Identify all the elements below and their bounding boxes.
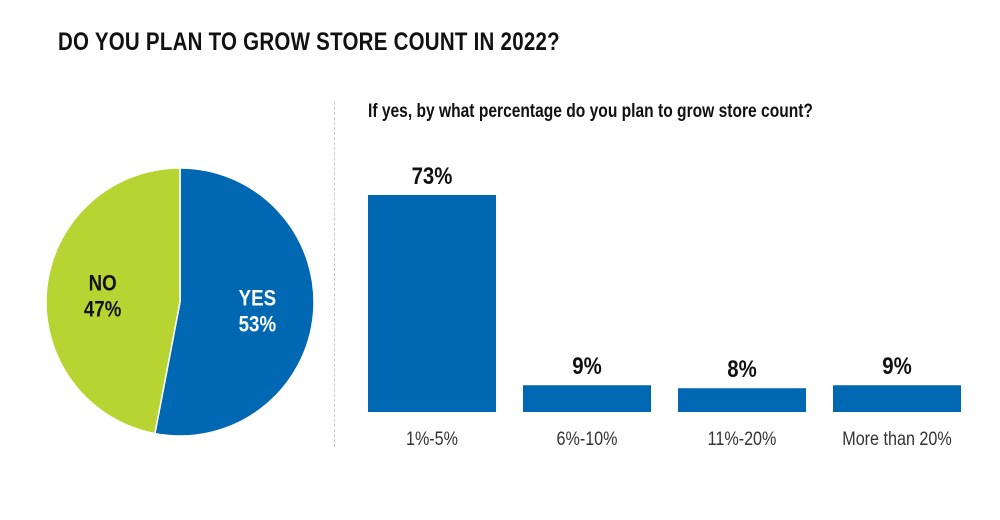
divider (334, 102, 335, 447)
pie-label-yes: YES (239, 287, 276, 311)
pie-label-no: NO (89, 272, 117, 296)
bar-4 (833, 385, 961, 412)
bar-chart-title: If yes, by what percentage do you plan t… (368, 101, 813, 122)
x-tick-label-4: More than 20% (842, 428, 952, 450)
pie-slice-no (45, 167, 181, 435)
bar-chart: 73% 1%-5% 9% 6%-10% 8% 11%-20% 9% More than 20% (368, 162, 961, 449)
page-title: DO YOU PLAN TO GROW STORE COUNT IN 2022? (58, 28, 560, 56)
bar-1 (368, 195, 496, 412)
bar-value-label-1: 73% (412, 162, 453, 189)
x-tick-label-1: 1%-5% (406, 428, 458, 450)
bar-2 (523, 385, 651, 412)
pie-value-no: 47% (84, 298, 121, 322)
pie-value-yes: 53% (239, 313, 276, 337)
pie-slice-yes (154, 167, 315, 437)
bar-value-label-2: 9% (572, 353, 602, 380)
x-tick-label-2: 6%-10% (556, 428, 617, 450)
bar-3 (678, 388, 806, 412)
x-tick-label-3: 11%-20% (708, 428, 777, 450)
bar-value-label-4: 9% (882, 353, 912, 380)
bar-value-label-3: 8% (727, 356, 757, 383)
